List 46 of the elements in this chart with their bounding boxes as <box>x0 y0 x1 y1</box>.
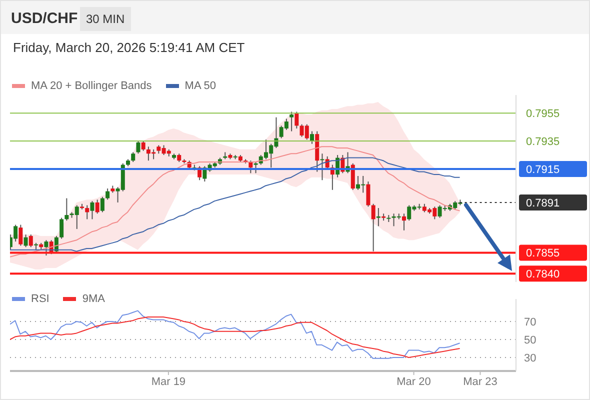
line-series <box>10 310 460 359</box>
ref-line-label: 0.7955 <box>526 108 560 120</box>
candlestick <box>85 204 90 220</box>
candlestick <box>136 140 140 154</box>
candlestick <box>290 111 294 132</box>
candlestick <box>18 224 23 246</box>
candlestick <box>141 140 146 152</box>
y-tick-label: 50 <box>524 334 536 346</box>
chart-title: USD/CHF <box>11 10 78 27</box>
ref-line-label: 0.7840 <box>526 268 560 281</box>
candlestick <box>254 161 258 174</box>
legend-label: 9MA <box>82 293 105 305</box>
candlestick <box>371 203 376 252</box>
candlestick <box>131 152 136 162</box>
candlestick <box>64 198 69 222</box>
candlestick <box>90 200 94 220</box>
x-tick-label: Mar 23 <box>463 376 498 388</box>
candlestick <box>294 111 299 129</box>
ref-line-label: 0.7891 <box>526 197 560 210</box>
ref-line-label: 0.7935 <box>526 136 560 148</box>
x-tick-label: Mar 20 <box>396 376 431 388</box>
ref-line-label: 0.7855 <box>526 248 560 260</box>
candlestick <box>310 130 314 144</box>
x-tick-label: Mar 19 <box>151 376 186 388</box>
candlestick <box>100 196 104 213</box>
candlestick <box>248 160 253 174</box>
candlestick <box>402 213 406 231</box>
ref-line-label: 0.7915 <box>526 164 560 176</box>
candlestick <box>350 162 355 190</box>
candlestick <box>60 217 64 240</box>
candlestick <box>44 240 48 256</box>
candlestick <box>95 199 100 214</box>
candlestick <box>106 188 110 200</box>
y-tick-label: 70 <box>524 316 536 328</box>
text: Friday, March 20, 2026 5:19:41 AM CET <box>13 40 245 55</box>
candlestick <box>376 208 380 227</box>
candlestick <box>24 234 28 248</box>
legend-label: RSI <box>31 293 50 305</box>
legend-label: MA 50 <box>184 80 216 92</box>
candlestick <box>320 153 324 181</box>
line-series <box>10 316 460 358</box>
chart-subtitle: 30 MIN <box>80 7 131 31</box>
y-tick-label: 30 <box>524 352 536 364</box>
legend-label: MA 20 + Bollinger Bands <box>31 80 152 92</box>
candlestick <box>366 181 370 208</box>
candlestick <box>28 234 33 248</box>
